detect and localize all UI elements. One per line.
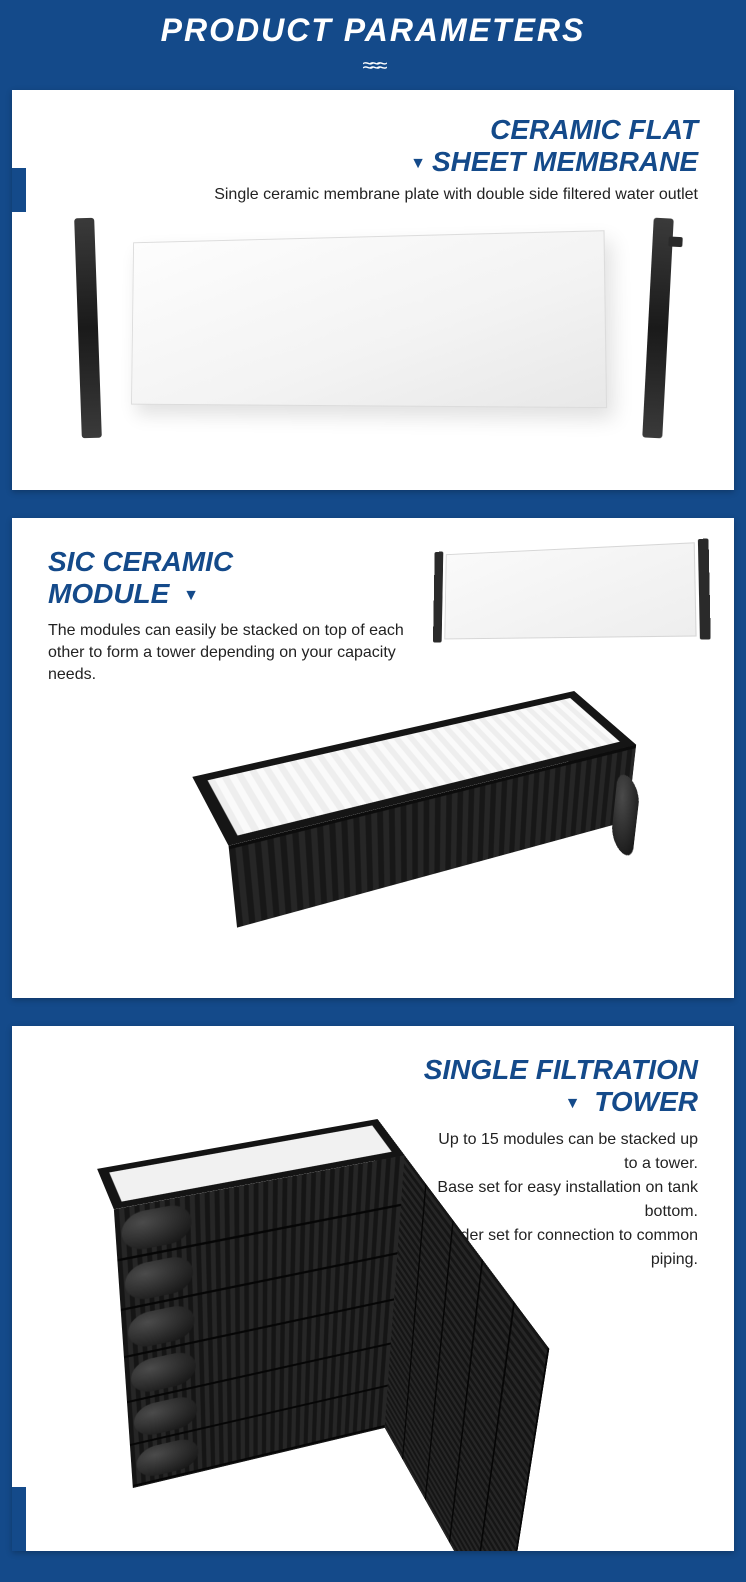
section1-illustration xyxy=(48,224,698,464)
section3-illustration xyxy=(42,1066,432,1536)
title-line1: SIC CERAMIC xyxy=(48,546,233,577)
title-line2: MODULE xyxy=(48,578,169,609)
tower-layer-pipe xyxy=(120,1202,192,1253)
section1-subtitle: Single ceramic membrane plate with doubl… xyxy=(48,186,698,204)
triangle-down-icon: ▼ xyxy=(183,587,199,605)
section2-illustration xyxy=(274,548,704,968)
wave-decoration: ≈≈≈ xyxy=(363,55,384,78)
membrane-rod-left xyxy=(74,218,102,439)
title-line2: SHEET MEMBRANE xyxy=(432,146,698,177)
mini-membrane-plate xyxy=(444,542,696,639)
rod-outlet xyxy=(668,237,683,248)
accent-tab xyxy=(12,1487,26,1551)
section-ceramic-flat-sheet: CERAMIC FLAT ▼ SHEET MEMBRANE Single cera… xyxy=(12,90,734,490)
membrane-rod-right xyxy=(642,218,673,439)
title-line2: TOWER xyxy=(594,1086,698,1117)
section1-title: CERAMIC FLAT ▼ SHEET MEMBRANE xyxy=(48,114,698,178)
sub-line1: Up to 15 modules can be stacked up to a … xyxy=(438,1131,698,1172)
tower-layer-pipe xyxy=(127,1302,195,1350)
title-line1: SINGLE FILTRATION xyxy=(424,1054,698,1085)
section-sic-ceramic-module: SIC CERAMIC MODULE ▼ The modules can eas… xyxy=(12,518,734,998)
sub-line2: Base set for easy installation on tank b… xyxy=(437,1179,698,1220)
tower-layer-pipe xyxy=(136,1436,199,1480)
tower-layer-pipe xyxy=(130,1349,196,1396)
page-title: PRODUCT PARAMETERS xyxy=(161,12,586,49)
section-single-filtration-tower: SINGLE FILTRATION ▼ TOWER Up to 15 modul… xyxy=(12,1026,734,1551)
module-box xyxy=(192,691,636,846)
triangle-down-icon: ▼ xyxy=(565,1095,581,1113)
filtration-tower xyxy=(97,1119,405,1209)
page-header: PRODUCT PARAMETERS ≈≈≈ xyxy=(0,0,746,90)
tower-layer-pipe xyxy=(124,1253,194,1303)
membrane-plate xyxy=(131,231,607,409)
tower-front xyxy=(114,1155,405,1488)
triangle-down-icon: ▼ xyxy=(410,155,426,173)
title-line1: CERAMIC FLAT xyxy=(490,114,698,145)
accent-tab xyxy=(12,168,26,212)
